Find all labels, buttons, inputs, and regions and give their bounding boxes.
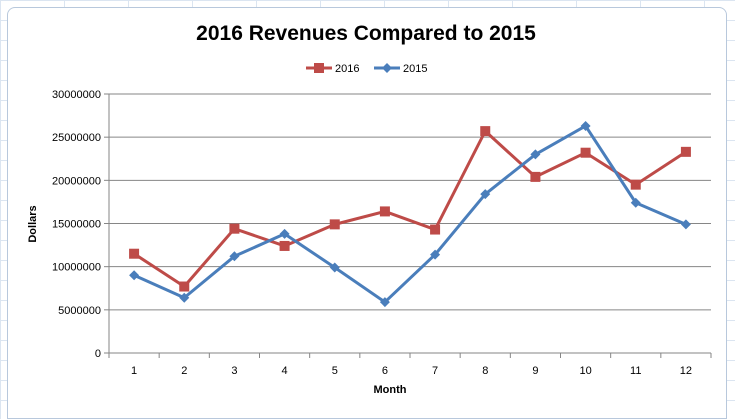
data-point-2016 — [480, 126, 491, 137]
data-point-2016 — [129, 248, 140, 259]
x-tick-label: 5 — [332, 365, 338, 377]
x-tick-label: 6 — [382, 365, 388, 377]
data-point-2015 — [179, 292, 190, 303]
data-point-2016 — [430, 224, 441, 235]
data-point-2015 — [630, 197, 641, 208]
x-tick-label: 9 — [532, 365, 538, 377]
data-point-2016 — [229, 223, 240, 234]
y-tick-label: 5000000 — [58, 305, 101, 317]
data-point-2015 — [580, 120, 591, 131]
x-tick-label: 8 — [482, 365, 488, 377]
x-tick-label: 1 — [131, 365, 137, 377]
data-point-2015 — [680, 219, 691, 230]
data-point-2015 — [329, 262, 340, 273]
legend-label-2016: 2016 — [335, 63, 359, 75]
x-tick-label: 2 — [181, 365, 187, 377]
legend-marker-2016 — [314, 63, 324, 73]
data-point-2015 — [480, 189, 491, 200]
y-tick-label: 15000000 — [52, 219, 101, 231]
data-point-2015 — [530, 149, 541, 160]
x-tick-label: 7 — [432, 365, 438, 377]
data-point-2015 — [379, 297, 390, 308]
y-tick-label: 20000000 — [52, 175, 101, 187]
legend: 2016 2015 — [306, 63, 427, 75]
data-point-2016 — [630, 179, 641, 190]
data-point-2016 — [530, 171, 541, 182]
data-point-2015 — [279, 228, 290, 239]
legend-marker-2015 — [382, 63, 392, 73]
legend-label-2015: 2015 — [403, 63, 427, 75]
y-tick-label: 0 — [95, 348, 101, 360]
data-point-2015 — [430, 249, 441, 260]
series-line-2016 — [133, 129, 687, 289]
data-point-2016 — [580, 147, 591, 158]
data-point-2016 — [379, 206, 390, 217]
y-axis-label: Dollars — [27, 205, 39, 242]
data-point-2016 — [179, 281, 190, 292]
y-tick-label: 10000000 — [52, 262, 101, 274]
data-point-2016 — [279, 240, 290, 251]
x-tick-label: 12 — [680, 365, 692, 377]
series-line-2015 — [133, 124, 687, 304]
data-point-2016 — [329, 219, 340, 230]
chart-title: 2016 Revenues Compared to 2015 — [196, 22, 536, 45]
y-tick-label: 25000000 — [52, 132, 101, 144]
x-tick-label: 4 — [282, 365, 288, 377]
x-axis-label: Month — [374, 384, 407, 396]
x-tick-label: 10 — [579, 365, 591, 377]
data-point-2015 — [129, 270, 140, 281]
data-point-2015 — [229, 251, 240, 262]
chart-frame[interactable] — [7, 7, 727, 419]
x-tick-label: 3 — [231, 365, 237, 377]
x-tick-label: 11 — [630, 365, 641, 377]
y-tick-label: 30000000 — [52, 89, 101, 101]
data-point-2016 — [680, 146, 691, 157]
